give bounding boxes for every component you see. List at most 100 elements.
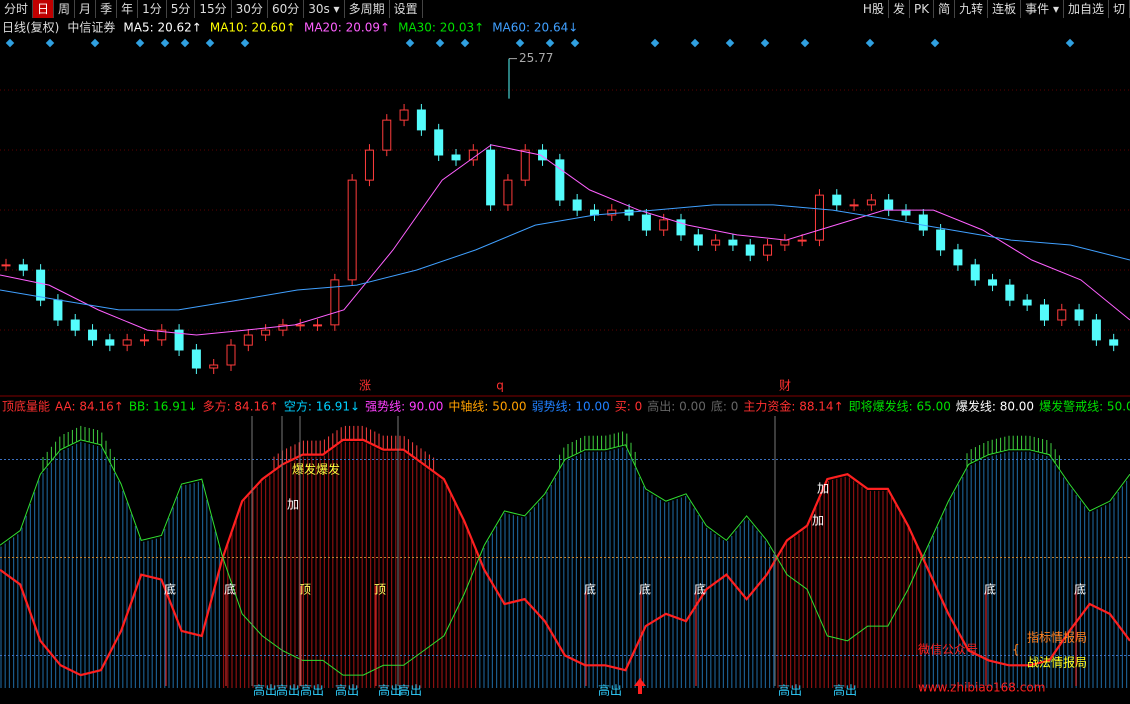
- toolbar-button[interactable]: 30分: [232, 0, 268, 18]
- candle: [555, 159, 565, 201]
- add-label: 加: [817, 482, 829, 496]
- candle: [988, 279, 998, 286]
- toolbar-button[interactable]: 连板: [988, 0, 1022, 18]
- toolbar-button[interactable]: 60分: [268, 0, 305, 18]
- event-diamond: [570, 38, 580, 48]
- toolbar-button[interactable]: 简: [934, 0, 956, 18]
- watermark-text: www.zhibiao168.com: [918, 681, 1045, 695]
- header-item: 高出: 0.00: [647, 399, 706, 414]
- header-item: 中轴线: 50.00: [448, 399, 526, 414]
- signal-label: 底: [694, 582, 706, 597]
- event-diamond: [90, 38, 100, 48]
- candle: [970, 264, 980, 281]
- candle: [503, 179, 513, 206]
- toolbar-button[interactable]: PK: [910, 0, 935, 18]
- toolbar-button[interactable]: 九转: [955, 0, 989, 18]
- high-label: 25.77: [519, 51, 553, 65]
- candle: [468, 149, 478, 161]
- candle: [416, 109, 426, 131]
- event-diamond: [1065, 38, 1075, 48]
- header-item: 日线(复权): [2, 21, 59, 35]
- toolbar-button[interactable]: 年: [117, 0, 139, 18]
- toolbar-button[interactable]: 切: [1109, 0, 1130, 18]
- candle: [105, 339, 115, 346]
- signal-label: 底: [1074, 582, 1086, 597]
- toolbar-button[interactable]: 15分: [195, 0, 232, 18]
- exceed-label: 高出: [598, 683, 622, 698]
- header-item: 爆发警戒线: 50.00: [1039, 399, 1130, 414]
- candle: [330, 279, 340, 326]
- header-item: 空方: 16.91↓: [284, 399, 360, 414]
- toolbar-button[interactable]: 多周期: [345, 0, 390, 18]
- event-marker: 涨: [359, 378, 371, 393]
- candle: [572, 199, 582, 211]
- event-diamond: [800, 38, 810, 48]
- tool-buttons: H股发 PK 简九转 连板 事件 ▾ 加自选切: [859, 0, 1130, 18]
- event-diamond: [205, 38, 215, 48]
- exceed-label: 高出: [778, 683, 802, 698]
- candle: [191, 349, 201, 369]
- header-item: 主力资金: 88.14↑: [743, 399, 843, 414]
- burst-label: 爆发爆发: [292, 462, 340, 477]
- header-item: 即将爆发线: 65.00: [849, 399, 951, 414]
- candle: [88, 329, 98, 341]
- toolbar-button[interactable]: 30s ▾: [304, 0, 345, 18]
- toolbar-button[interactable]: 周: [54, 0, 76, 18]
- candle: [1091, 319, 1101, 341]
- candle: [209, 364, 219, 369]
- add-label: 加: [287, 498, 299, 512]
- toolbar-button[interactable]: 日: [33, 0, 55, 18]
- toolbar-button[interactable]: 季: [96, 0, 118, 18]
- toolbar-button[interactable]: 1分: [138, 0, 167, 18]
- event-diamond: [865, 38, 875, 48]
- header-item: 底: 0: [711, 399, 739, 414]
- period-tabs: 分时日周月季年 1分 5分 15分 30分 60分 30s ▾ 多周期 设置: [0, 0, 423, 18]
- candle: [884, 199, 894, 211]
- event-diamond: [725, 38, 735, 48]
- add-label: 加: [812, 514, 824, 528]
- header-item: MA5: 20.62↑: [123, 21, 201, 35]
- header-item: BB: 16.91↓: [129, 400, 198, 414]
- toolbar-button[interactable]: 设置: [390, 0, 423, 18]
- toolbar-button[interactable]: 事件 ▾: [1021, 0, 1064, 18]
- toolbar-button[interactable]: 发: [889, 0, 910, 18]
- header-item: 弱势线: 10.00: [532, 400, 610, 414]
- candle: [451, 154, 461, 161]
- watermark-text: 微信公众号: [918, 643, 978, 657]
- candle: [53, 299, 63, 321]
- candle: [520, 149, 530, 181]
- candle: [243, 334, 253, 346]
- indicator-line: [0, 439, 1130, 676]
- event-marker: 财: [779, 379, 791, 393]
- candle: [295, 324, 305, 327]
- candle: [918, 214, 928, 231]
- candle: [1057, 309, 1067, 321]
- event-diamond: [45, 38, 55, 48]
- toolbar: 分时日周月季年 1分 5分 15分 30分 60分 30s ▾ 多周期 设置 H股发 PK 简九转连…: [0, 0, 1130, 18]
- candle: [866, 199, 876, 206]
- watermark-text: 战法情报局: [1027, 655, 1087, 670]
- candle: [1074, 309, 1084, 321]
- toolbar-button[interactable]: 5分: [167, 0, 196, 18]
- candle: [486, 149, 496, 206]
- toolbar-button[interactable]: H股: [859, 0, 889, 18]
- candle: [780, 239, 790, 246]
- candle: [399, 109, 409, 121]
- header-item: MA60: 20.64↓: [492, 21, 578, 35]
- toolbar-button[interactable]: 月: [75, 0, 97, 18]
- candle: [261, 329, 271, 336]
- candle: [18, 264, 28, 271]
- candle: [174, 329, 184, 351]
- ma-line: [0, 204, 1130, 311]
- candle: [814, 194, 824, 241]
- signal-label: 底: [224, 582, 236, 597]
- signal-label: 底: [584, 582, 596, 597]
- toolbar-button[interactable]: 加自选: [1064, 0, 1109, 18]
- event-marker: q: [496, 379, 504, 393]
- toolbar-button[interactable]: 分时: [0, 0, 34, 18]
- candle: [641, 214, 651, 231]
- candle: [278, 324, 288, 331]
- signal-label: 底: [984, 582, 996, 597]
- candle: [1005, 284, 1015, 301]
